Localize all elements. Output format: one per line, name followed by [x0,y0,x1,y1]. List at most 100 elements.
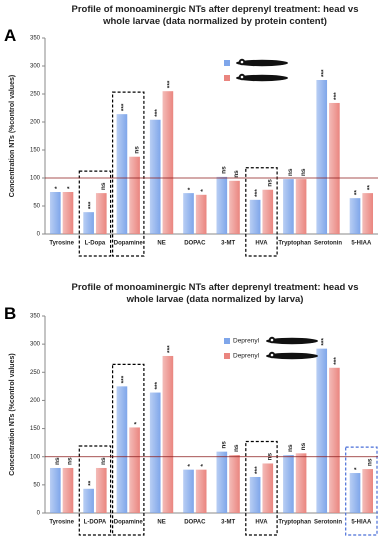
significance-label: * [354,467,361,470]
bar [262,463,274,513]
x-tick-label: Dopamine [114,520,144,526]
bar [316,80,328,234]
bar [283,455,294,513]
significance-label: *** [121,375,128,383]
bar [129,427,140,513]
significance-label: ns [300,168,307,176]
bar [229,455,240,513]
significance-label: * [67,186,74,189]
bar [183,469,194,513]
bar [62,467,74,513]
bar [149,119,161,234]
bar [362,469,374,513]
significance-label: * [200,189,207,192]
legend-icon [270,338,274,342]
highlight-box [245,167,278,257]
bar [329,102,340,235]
y-tick-label: 150 [30,426,41,432]
significance-label: *** [320,338,327,346]
legend-swatch [224,338,230,344]
x-tick-label: Tryptophan [278,520,311,526]
significance-label: ns [366,458,373,466]
significance-label: ns [287,168,294,176]
bar [49,467,61,513]
legend-icon [236,59,288,67]
bar [329,367,340,513]
bar [249,199,261,234]
significance-label: * [187,187,194,190]
bar [95,193,107,234]
y-tick-label: 250 [30,370,41,376]
x-tick-label: Serotonin [314,241,342,247]
significance-label: ns [54,457,61,465]
bar [116,386,128,513]
significance-label: *** [333,357,340,365]
x-tick-label: L-Dopa [85,241,106,247]
y-tick-label: 50 [33,204,40,210]
x-tick-label: Dopamine [114,241,144,247]
bar [83,488,94,513]
bar [262,189,274,234]
y-tick-label: 100 [30,176,41,182]
bar [216,451,228,513]
x-tick-label: Tyrosine [49,241,74,247]
highlight-box [345,446,378,536]
x-tick-label: Tyrosine [49,520,74,526]
significance-label: ns [287,444,294,452]
bar [295,179,307,234]
highlight-box [111,91,145,257]
significance-label: ns [100,457,107,465]
x-tick-label: DOPAC [184,241,206,247]
significance-label: ns [67,457,74,465]
x-tick-label: DOPAC [184,520,206,526]
significance-label: *** [154,109,161,117]
y-axis-label: Concentration NTs (%control values) [9,75,16,197]
x-tick-label: 5-HIAA [351,520,372,526]
bar [349,198,361,234]
bar [295,453,307,513]
bar [183,193,194,234]
significance-label: ns [133,146,140,154]
legend-icon [240,60,244,64]
y-axis-label: Concentration NTs (%control values) [9,353,16,475]
y-tick-label: 300 [30,64,41,70]
bar [129,156,140,234]
panel-label: B [4,304,17,323]
bar [62,192,74,234]
bar [283,179,294,234]
significance-label: *** [87,201,94,209]
y-tick-label: 100 [30,454,41,460]
bar [249,476,261,513]
significance-label: ns [100,182,107,190]
y-tick-label: 0 [37,232,41,238]
x-tick-label: NE [157,241,165,247]
legend-swatch [224,353,230,359]
significance-label: * [187,464,194,467]
bar [162,355,174,513]
bar [162,91,174,234]
bar [49,192,61,234]
y-tick-label: 350 [30,314,41,320]
x-tick-label: HVA [255,520,268,526]
y-tick-label: 200 [30,398,41,404]
significance-label: *** [254,466,261,474]
y-tick-label: 200 [30,120,41,126]
bar [83,212,94,234]
panel-label: A [4,26,17,45]
chart-title: Profile of monoaminergic NTs after depre… [71,282,359,305]
legend-icon [236,74,288,82]
highlight-box [78,170,112,257]
x-tick-label: Tryptophan [278,241,311,247]
bar [349,473,361,513]
significance-label: ns [233,170,240,178]
significance-label: *** [254,189,261,197]
x-tick-label: Serotonin [314,520,342,526]
significance-label: ns [233,444,240,452]
y-tick-label: 250 [30,92,41,98]
highlight-box [78,445,112,536]
significance-label: *** [121,103,128,111]
significance-label: ** [366,185,373,191]
legend-icon [270,353,274,357]
